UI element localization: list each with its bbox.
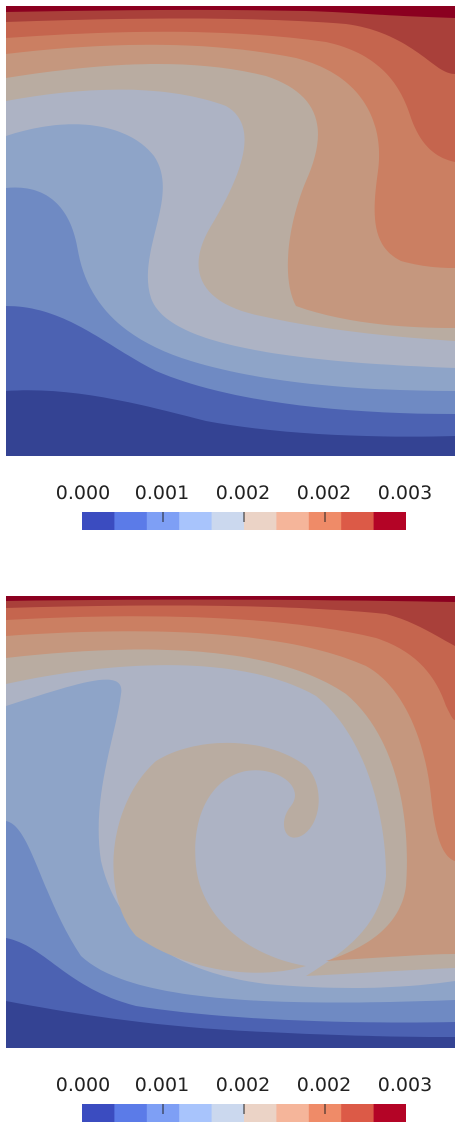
tick-label: 0.002 [296, 1074, 352, 1096]
contour-band-2-8 [6, 596, 455, 720]
contour-svg-2 [6, 596, 455, 1048]
contour-band-1-6 [6, 6, 455, 328]
colorbar-swatch [341, 1104, 375, 1122]
tick-label: 0.003 [377, 1074, 433, 1096]
colorbar-swatch [276, 512, 310, 530]
tick-label: 0.002 [215, 1074, 271, 1096]
tick-label: 0.001 [134, 1074, 190, 1096]
tick-label: 0.000 [55, 482, 111, 504]
contour-band-1-10 [6, 6, 455, 18]
contour-plot-1 [6, 6, 455, 456]
tick-label: 0.001 [134, 482, 190, 504]
colorbar-swatch [373, 1104, 406, 1122]
tick-label: 0.002 [296, 482, 352, 504]
contour-plot-2 [6, 596, 455, 1048]
colorbar-1 [82, 512, 406, 530]
colorbar-swatch [211, 1104, 245, 1122]
contour-band-2-6 [6, 596, 455, 961]
tick-label: 0.003 [377, 482, 433, 504]
colorbar-svg-2 [82, 1104, 406, 1122]
colorbar-swatch [82, 512, 115, 530]
colorbar-swatch [179, 512, 213, 530]
contour-band-2-9 [6, 596, 455, 646]
colorbar-swatch [211, 512, 245, 530]
colorbar-svg-1 [82, 512, 406, 530]
colorbar-swatch [114, 1104, 148, 1122]
colorbar-swatch [341, 512, 375, 530]
contour-band-2-10 [6, 596, 455, 602]
colorbar-ticks-2: 0.000 0.001 0.002 0.002 0.003 [0, 1074, 455, 1098]
colorbar-swatch [373, 512, 406, 530]
contour-band-1-8 [6, 6, 455, 162]
colorbar-swatch [114, 512, 148, 530]
colorbar-swatch [276, 1104, 310, 1122]
contour-band-2-inner-lobe [113, 742, 319, 973]
contour-band-1-9 [6, 6, 455, 74]
chart-panel-1: 0.000 0.001 0.002 0.002 0.003 [0, 0, 455, 540]
colorbar-swatch [244, 512, 277, 530]
colorbar-2 [82, 1104, 406, 1122]
tick-label: 0.000 [55, 1074, 111, 1096]
tick-label: 0.002 [215, 482, 271, 504]
colorbar-ticks-1: 0.000 0.001 0.002 0.002 0.003 [0, 482, 455, 506]
colorbar-swatch [179, 1104, 213, 1122]
colorbar-swatch [244, 1104, 277, 1122]
colorbar-swatch [82, 1104, 115, 1122]
contour-band-1-7 [6, 6, 455, 268]
chart-panel-2: 0.000 0.001 0.002 0.002 0.003 [0, 590, 455, 1124]
contour-svg-1 [6, 6, 455, 456]
